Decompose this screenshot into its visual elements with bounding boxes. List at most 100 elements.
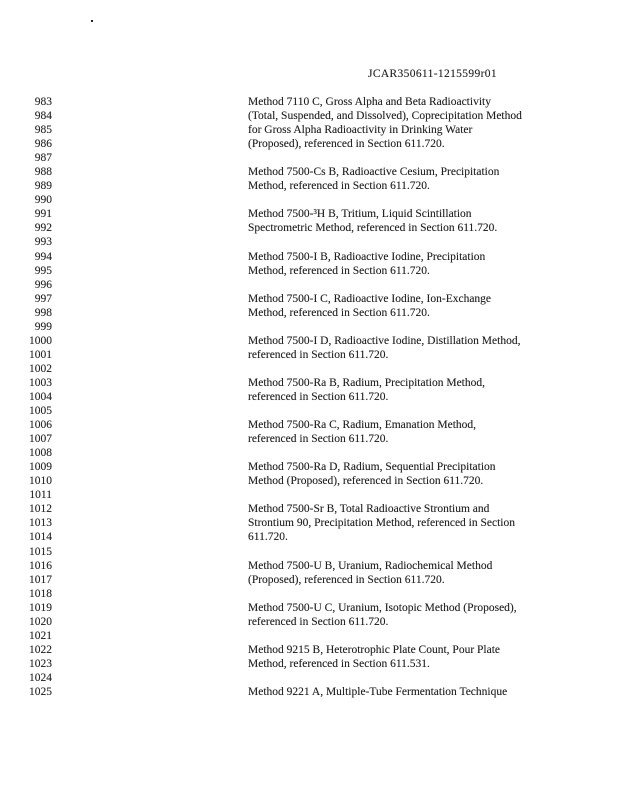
line-row: 989 Method, referenced in Section 611.720… [0,179,619,193]
line-number: 1017 [29,573,52,586]
line-number: 986 [34,138,52,151]
line-text: Method, referenced in Section 611.720. [248,180,430,193]
line-row: 995 Method, referenced in Section 611.720… [0,264,619,278]
line-number: 987 [34,152,52,165]
line-text: referenced in Section 611.720. [248,615,389,628]
line-number: 988 [34,166,52,179]
line-text: Method 7500-I D, Radioactive Iodine, Dis… [248,334,521,347]
line-text: Method, referenced in Section 611.720. [248,264,430,277]
line-text: for Gross Alpha Radioactivity in Drinkin… [248,124,473,137]
scan-speck [91,20,93,22]
line-text: Method, referenced in Section 611.720. [248,306,430,319]
line-number: 1002 [29,362,52,375]
line-row: 1019 Method 7500-U C, Uranium, Isotopic M… [0,601,619,615]
line-row: 1018 [0,587,619,601]
line-row: 1005 [0,404,619,418]
line-row: 1022 Method 9215 B, Heterotrophic Plate C… [0,643,619,657]
line-text: Method 7500-U B, Uranium, Radiochemical … [248,559,493,572]
line-row: 1023 Method, referenced in Section 611.53… [0,657,619,671]
line-number: 998 [34,306,52,319]
line-number: 1016 [29,559,52,572]
line-number: 1019 [29,601,52,614]
line-number: 990 [34,194,52,207]
line-number: 993 [34,236,52,249]
line-number: 996 [34,278,52,291]
line-number: 991 [34,208,52,221]
line-row: 1002 [0,362,619,376]
line-number: 1004 [29,390,52,403]
line-number: 992 [34,222,52,235]
line-number: 1024 [29,671,52,684]
line-row: 1015 [0,545,619,559]
line-number: 1021 [29,629,52,642]
line-row: 1013 Strontium 90, Precipitation Method, … [0,516,619,530]
line-text: Method 9215 B, Heterotrophic Plate Count… [248,643,501,656]
line-text: Method 7500-Ra C, Radium, Emanation Meth… [248,419,477,432]
line-row: 1009 Method 7500-Ra D, Radium, Sequential… [0,460,619,474]
line-number: 984 [34,110,52,123]
line-row: 987 [0,151,619,165]
line-text: referenced in Section 611.720. [248,433,389,446]
line-text: Method 9221 A, Multiple-Tube Fermentatio… [248,685,508,698]
line-row: 1021 [0,629,619,643]
line-text: Method 7500-Ra D, Radium, Sequential Pre… [248,461,496,474]
line-row: 983 Method 7110 C, Gross Alpha and Beta R… [0,95,619,109]
line-text: (Proposed), referenced in Section 611.72… [248,573,445,586]
line-row: 1000 Method 7500-I D, Radioactive Iodine,… [0,334,619,348]
line-number: 1010 [29,475,52,488]
line-row: 1011 [0,488,619,502]
line-row: 1001 referenced in Section 611.720. [0,348,619,362]
line-row: 1006 Method 7500-Ra C, Radium, Emanation … [0,418,619,432]
line-row: 994 Method 7500-I B, Radioactive Iodine, … [0,250,619,264]
line-text: Strontium 90, Precipitation Method, refe… [248,517,515,530]
numbered-lines-block: 983 Method 7110 C, Gross Alpha and Beta R… [0,95,619,699]
line-number: 1014 [29,531,52,544]
line-text: Method 7500-I B, Radioactive Iodine, Pre… [248,250,486,263]
line-text: Method, referenced in Section 611.531. [248,657,430,670]
line-text: Method 7500-Sr B, Total Radioactive Stro… [248,503,490,516]
line-text: Method 7500-U C, Uranium, Isotopic Metho… [248,601,517,614]
line-number: 1000 [29,334,52,347]
line-text: Method 7500-I C, Radioactive Iodine, Ion… [248,292,492,305]
line-row: 1010 Method (Proposed), referenced in Sec… [0,474,619,488]
line-number: 1008 [29,447,52,460]
line-row: 986 (Proposed), referenced in Section 611… [0,137,619,151]
line-number: 1022 [29,643,52,656]
line-number: 1012 [29,503,52,516]
line-number: 1025 [29,685,52,698]
line-row: 991 Method 7500-³H B, Tritium, Liquid Sci… [0,207,619,221]
line-number: 1009 [29,461,52,474]
line-row: 1004 referenced in Section 611.720. [0,390,619,404]
line-text: 611.720. [248,531,288,544]
line-number: 997 [34,292,52,305]
line-text: referenced in Section 611.720. [248,390,389,403]
line-text: Method 7500-Ra B, Radium, Precipitation … [248,376,486,389]
document-id-header: JCAR350611-1215599r01 [368,68,497,80]
line-number: 1005 [29,405,52,418]
line-row: 1017 (Proposed), referenced in Section 61… [0,573,619,587]
line-number: 999 [34,320,52,333]
line-row: 993 [0,235,619,249]
line-number: 1007 [29,433,52,446]
line-row: 1016 Method 7500-U B, Uranium, Radiochemi… [0,559,619,573]
line-text: Method 7110 C, Gross Alpha and Beta Radi… [248,96,491,108]
line-row: 1007 referenced in Section 611.720. [0,432,619,446]
line-number: 1018 [29,587,52,600]
line-number: 1013 [29,517,52,530]
line-number: 1020 [29,615,52,628]
line-row: 1003 Method 7500-Ra B, Radium, Precipitat… [0,376,619,390]
line-row: 985 for Gross Alpha Radioactivity in Drin… [0,123,619,137]
line-row: 1020 referenced in Section 611.720. [0,615,619,629]
line-text: Spectrometric Method, referenced in Sect… [248,222,498,235]
line-number: 983 [34,96,52,108]
line-row: 1008 [0,446,619,460]
line-text: (Total, Suspended, and Dissolved), Copre… [248,110,522,123]
line-text: Method 7500-Cs B, Radioactive Cesium, Pr… [248,166,500,179]
line-row: 996 [0,278,619,292]
line-text: Method 7500-³H B, Tritium, Liquid Scinti… [248,208,472,221]
line-row: 997 Method 7500-I C, Radioactive Iodine, … [0,292,619,306]
line-number: 989 [34,180,52,193]
line-row: 990 [0,193,619,207]
line-number: 985 [34,124,52,137]
line-text: referenced in Section 611.720. [248,348,389,361]
